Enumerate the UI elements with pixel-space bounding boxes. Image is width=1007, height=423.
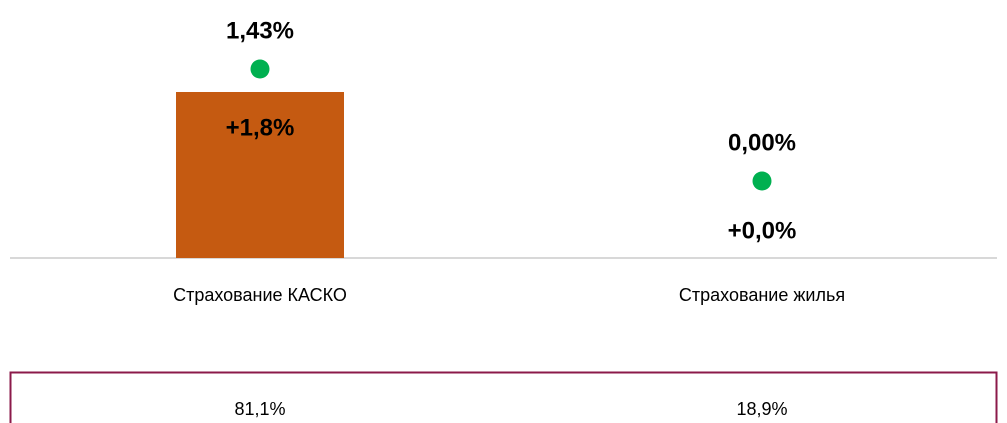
x-tick-label: Страхование жилья bbox=[679, 285, 845, 305]
bar-value-label: +0,0% bbox=[728, 217, 797, 244]
bar bbox=[176, 92, 344, 258]
bar-value-label: +1,8% bbox=[226, 114, 295, 141]
share-label: 81,1% bbox=[234, 399, 285, 419]
share-label: 18,9% bbox=[736, 399, 787, 419]
dot-value-label: 1,43% bbox=[226, 17, 294, 44]
dot-value-label: 0,00% bbox=[728, 129, 796, 156]
dot bbox=[752, 171, 772, 191]
share-box bbox=[9, 371, 998, 423]
x-tick-label: Страхование КАСКО bbox=[173, 285, 347, 305]
dot bbox=[250, 59, 270, 79]
